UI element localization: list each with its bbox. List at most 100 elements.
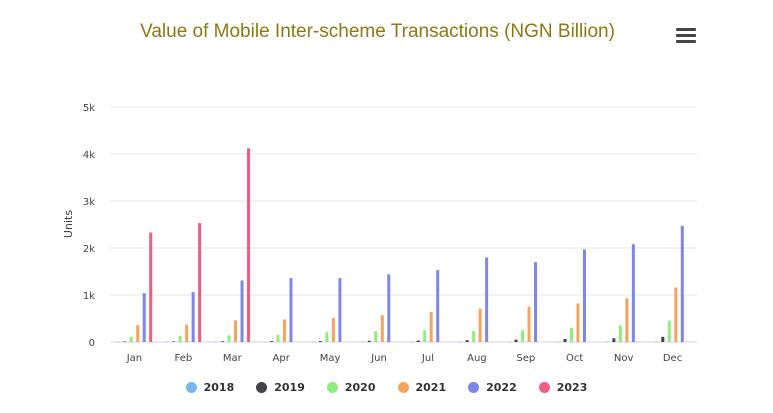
bar-2020-dec[interactable] [667,320,671,342]
bar-2022-mar[interactable] [240,280,244,342]
bar-2019-apr[interactable] [269,341,273,342]
y-tick-label: 3k [83,197,95,208]
x-tick-label: Mar [223,353,243,364]
legend-marker [468,382,480,393]
legend-label: 2018 [203,381,235,394]
bar-2023-feb[interactable] [198,223,202,342]
x-tick-label: May [320,353,341,364]
bar-2022-dec[interactable] [680,225,684,342]
legend-marker [185,382,197,393]
bar-2019-oct[interactable] [563,338,567,342]
x-tick-label: Oct [566,353,583,364]
bar-2018-jan[interactable] [116,341,120,343]
legend-marker [397,382,409,393]
bar-2022-jan[interactable] [142,293,146,342]
y-tick-label: 4k [83,150,95,161]
x-tick-label: Aug [467,353,487,364]
bar-2021-nov[interactable] [625,298,629,342]
bar-2019-jun[interactable] [367,340,371,342]
legend-label: 2019 [274,381,305,394]
bar-2019-jan[interactable] [123,341,127,343]
bar-2020-aug[interactable] [472,331,476,342]
bar-2020-jan[interactable] [129,336,133,342]
bar-2019-may[interactable] [318,341,322,342]
bar-2021-mar[interactable] [234,320,238,342]
legend-item-2022[interactable]: 2022 [468,381,517,394]
legend-item-2021[interactable]: 2021 [397,381,447,394]
bar-2019-aug[interactable] [465,340,469,342]
legend-marker [326,382,338,393]
bar-2018-apr[interactable] [263,341,267,343]
bar-2018-dec[interactable] [654,341,658,342]
bar-2021-jan[interactable] [136,325,140,342]
bar-2018-jun[interactable] [361,341,365,343]
bar-2022-jun[interactable] [387,274,391,342]
legend-label: 2020 [344,381,376,394]
bar-2018-may[interactable] [312,341,316,343]
y-axis-title: Units [62,210,75,238]
bar-2023-jan[interactable] [149,232,153,342]
bar-2021-dec[interactable] [674,287,678,342]
bar-2020-apr[interactable] [276,334,280,342]
y-tick-label: 1k [83,291,95,302]
bar-2018-aug[interactable] [459,341,463,343]
bar-2022-jul[interactable] [436,270,440,342]
bar-2019-nov[interactable] [612,338,616,342]
bar-2021-sep[interactable] [527,306,531,342]
bar-2021-oct[interactable] [576,303,580,342]
bar-2020-may[interactable] [325,332,329,342]
bar-2018-mar[interactable] [214,341,218,343]
bar-2020-sep[interactable] [521,330,525,342]
x-tick-label: Dec [663,353,682,364]
legend-marker [538,382,550,393]
bar-2020-oct[interactable] [569,327,573,342]
bar-2019-jul[interactable] [416,340,420,342]
bar-2021-jun[interactable] [380,315,384,342]
chart-title: Value of Mobile Inter-scheme Transaction… [140,21,615,42]
bar-2022-apr[interactable] [289,278,293,342]
bar-2020-mar[interactable] [227,335,231,342]
legend-marker [256,382,268,393]
bar-2020-jul[interactable] [423,330,427,342]
bar-2021-aug[interactable] [478,308,482,342]
bar-2019-mar[interactable] [221,341,225,342]
y-tick-label: 5k [83,103,95,114]
x-tick-label: Apr [273,353,291,364]
hamburger-menu-icon[interactable] [676,28,696,46]
x-tick-label: Feb [175,353,193,364]
legend: 2018 2019 2020 2021 2022 2023 [0,381,773,394]
bar-2020-feb[interactable] [178,335,182,342]
bar-2021-feb[interactable] [185,324,189,342]
bar-2022-may[interactable] [338,278,342,342]
bar-2021-apr[interactable] [282,319,286,342]
bar-2018-feb[interactable] [165,341,169,343]
legend-item-2019[interactable]: 2019 [256,381,305,394]
y-tick-label: 2k [83,244,95,255]
bar-2018-nov[interactable] [605,341,609,342]
legend-label: 2021 [415,381,447,394]
legend-item-2020[interactable]: 2020 [326,381,376,394]
bars [116,148,684,343]
bar-2021-may[interactable] [331,318,335,342]
bar-2021-jul[interactable] [429,311,433,342]
x-axis-ticks: Jan Feb Mar Apr May Jun Jul Aug Sep Oct Nov Dec [126,353,682,364]
legend-item-2018[interactable]: 2018 [185,381,235,394]
bar-2022-nov[interactable] [631,244,635,342]
legend-item-2023[interactable]: 2023 [538,381,587,394]
bar-2019-sep[interactable] [514,339,518,342]
bar-2022-feb[interactable] [191,292,195,342]
bar-2022-sep[interactable] [534,262,538,342]
bar-2020-jun[interactable] [374,331,378,342]
bar-2019-dec[interactable] [661,336,665,342]
bar-2020-nov[interactable] [618,325,622,342]
bar-2022-oct[interactable] [582,249,586,342]
bar-2018-sep[interactable] [508,341,512,343]
bar-2022-aug[interactable] [485,257,489,342]
bar-2018-jul[interactable] [410,341,414,343]
legend-label: 2022 [486,381,517,394]
bar-2023-mar[interactable] [247,148,251,342]
bar-2019-feb[interactable] [172,341,176,342]
y-axis-ticks: 0 1k 2k 3k 4k 5k [83,103,95,349]
bar-2018-oct[interactable] [556,341,560,343]
